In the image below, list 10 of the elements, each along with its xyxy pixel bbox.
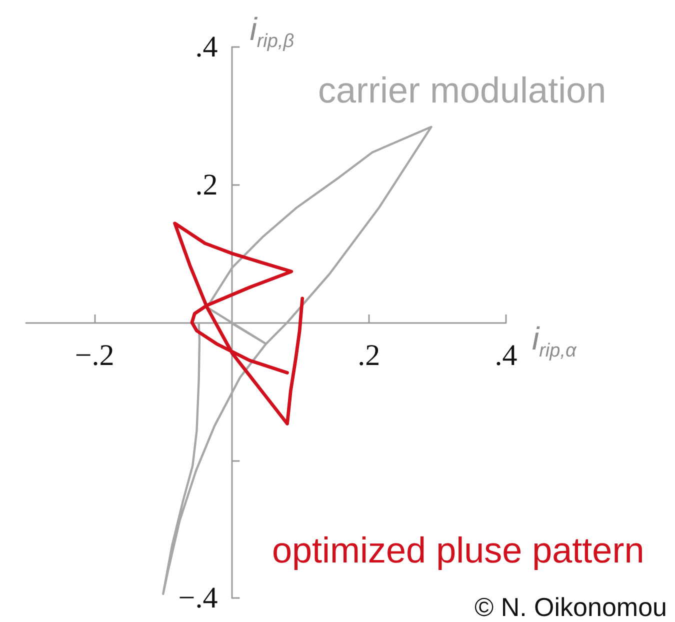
text: optimized pluse pattern — [272, 530, 644, 570]
y-tick-label: −.4 — [178, 582, 218, 614]
series-label: carrier modulation — [318, 70, 606, 110]
x-tick-label: −.2 — [74, 339, 114, 372]
annotation: © N. Oikonomou — [474, 592, 667, 622]
y-tick-label: .2 — [195, 168, 218, 202]
x-tick-label: .2 — [358, 339, 380, 372]
line-series — [173, 222, 304, 426]
y-tick-label: .4 — [195, 30, 218, 64]
x-tick-label: .4 — [494, 339, 518, 372]
